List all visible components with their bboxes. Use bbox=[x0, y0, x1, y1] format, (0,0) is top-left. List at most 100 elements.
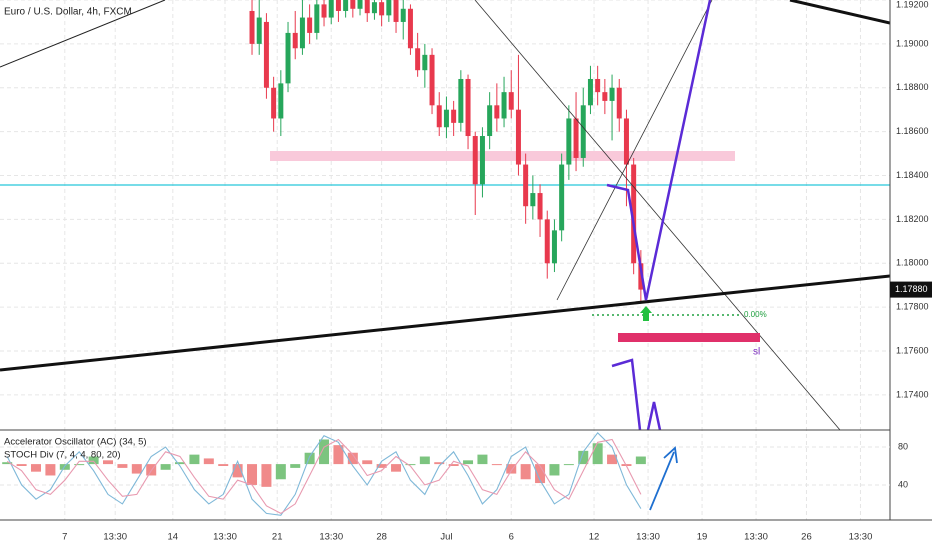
ac-bar bbox=[506, 464, 517, 474]
x-tick-label: 21 bbox=[272, 532, 283, 543]
ac-bar bbox=[477, 454, 488, 465]
candle-body bbox=[357, 0, 363, 9]
candle-body bbox=[263, 21, 269, 88]
candle-body bbox=[328, 0, 334, 18]
ac-bar bbox=[304, 452, 315, 465]
ac-bar bbox=[275, 464, 286, 480]
candle-body bbox=[343, 0, 349, 11]
ac-bar bbox=[376, 464, 387, 468]
ac-bar bbox=[203, 458, 214, 465]
candle-body bbox=[292, 32, 298, 49]
candle-body bbox=[443, 109, 449, 128]
ac-bar bbox=[520, 464, 531, 480]
trendline bbox=[474, 0, 841, 431]
candle-body bbox=[458, 78, 464, 123]
ac-bar bbox=[74, 464, 85, 466]
candle-body bbox=[559, 164, 565, 231]
arrow bbox=[649, 451, 675, 511]
candle-body bbox=[515, 109, 521, 165]
x-tick-label: 13:30 bbox=[849, 532, 873, 543]
ac-bar bbox=[88, 456, 99, 465]
candle-body bbox=[602, 92, 608, 101]
zone bbox=[270, 151, 735, 161]
ac-bar bbox=[535, 464, 546, 484]
stop-label: sl bbox=[753, 347, 760, 358]
x-tick-label: 13:30 bbox=[319, 532, 343, 543]
candles bbox=[249, 0, 644, 303]
candle-body bbox=[472, 136, 478, 185]
candle-body bbox=[249, 10, 255, 44]
last-price-box bbox=[890, 281, 932, 298]
ac-bar bbox=[31, 464, 42, 472]
ac-bar bbox=[131, 464, 142, 474]
chart-title: Euro / U.S. Dollar, 4h, FXCM bbox=[4, 7, 132, 18]
ac-bar bbox=[391, 464, 402, 472]
indicator: 80 40 bbox=[0, 431, 908, 516]
trendline bbox=[0, 0, 166, 68]
candle-body bbox=[321, 4, 327, 18]
candle-body bbox=[285, 32, 291, 84]
candle-body bbox=[407, 8, 413, 49]
stoch-line bbox=[6, 438, 642, 515]
candle-body bbox=[631, 164, 637, 264]
ac-bar bbox=[491, 464, 502, 466]
indicator-subtitle: STOCH Div (7, 4, 4, 80, 20) bbox=[4, 450, 121, 461]
ac-bar bbox=[117, 464, 128, 468]
arrow-up bbox=[640, 306, 652, 321]
ac-bar bbox=[607, 454, 618, 465]
ac-bar bbox=[160, 464, 171, 470]
x-tick-label: 13:30 bbox=[103, 532, 127, 543]
candle-body bbox=[415, 48, 421, 71]
ac-bar bbox=[549, 464, 560, 476]
ac-bar bbox=[2, 462, 13, 465]
candle-body bbox=[501, 92, 507, 119]
last-price-label: 1.17880 bbox=[895, 284, 928, 294]
candle-body bbox=[623, 118, 629, 165]
candle-body bbox=[429, 54, 435, 106]
ac-bar bbox=[592, 443, 603, 465]
fib-label: 0.00% bbox=[744, 310, 767, 319]
x-tick-label: 19 bbox=[697, 532, 708, 543]
trendline bbox=[556, 0, 713, 301]
candle-body bbox=[551, 230, 557, 264]
candle-body bbox=[609, 87, 615, 101]
candle-body bbox=[523, 164, 529, 207]
candle-body bbox=[256, 17, 262, 44]
trendline bbox=[789, 0, 891, 25]
candle-body bbox=[364, 0, 370, 14]
y-tick-label: 1.17400 bbox=[896, 389, 929, 399]
candle-body bbox=[436, 105, 442, 128]
grid bbox=[0, 0, 890, 520]
candle-body bbox=[350, 0, 356, 9]
candle-body bbox=[487, 105, 493, 137]
y-tick-label: 1.18600 bbox=[896, 126, 929, 136]
candle-body bbox=[580, 105, 586, 158]
candle-body bbox=[314, 4, 320, 33]
candle-body bbox=[371, 2, 377, 14]
trendline bbox=[0, 274, 891, 372]
candle-body bbox=[638, 263, 644, 290]
ac-bar bbox=[578, 450, 589, 465]
projection bbox=[646, 401, 662, 431]
y-tick-label: 1.18400 bbox=[896, 170, 929, 180]
candle-body bbox=[379, 2, 385, 16]
candle-body bbox=[278, 83, 284, 119]
candle-body bbox=[479, 136, 485, 185]
candle-body bbox=[271, 87, 277, 119]
ac-bar bbox=[463, 460, 474, 465]
stoch-line bbox=[6, 431, 642, 516]
candle-body bbox=[393, 0, 399, 22]
y-tick-label: 1.18000 bbox=[896, 258, 929, 268]
projection bbox=[611, 358, 642, 431]
ac-bar bbox=[434, 462, 445, 465]
x-tick-label: 7 bbox=[62, 532, 67, 543]
y-tick-label: 1.17600 bbox=[896, 345, 929, 355]
candle-body bbox=[566, 118, 572, 165]
candle-body bbox=[587, 78, 593, 106]
ac-bar bbox=[247, 464, 258, 485]
candle-body bbox=[573, 118, 579, 158]
stop-box bbox=[618, 333, 760, 342]
y2-tick-label: 40 bbox=[898, 479, 908, 489]
y2-tick-label: 80 bbox=[898, 441, 908, 451]
